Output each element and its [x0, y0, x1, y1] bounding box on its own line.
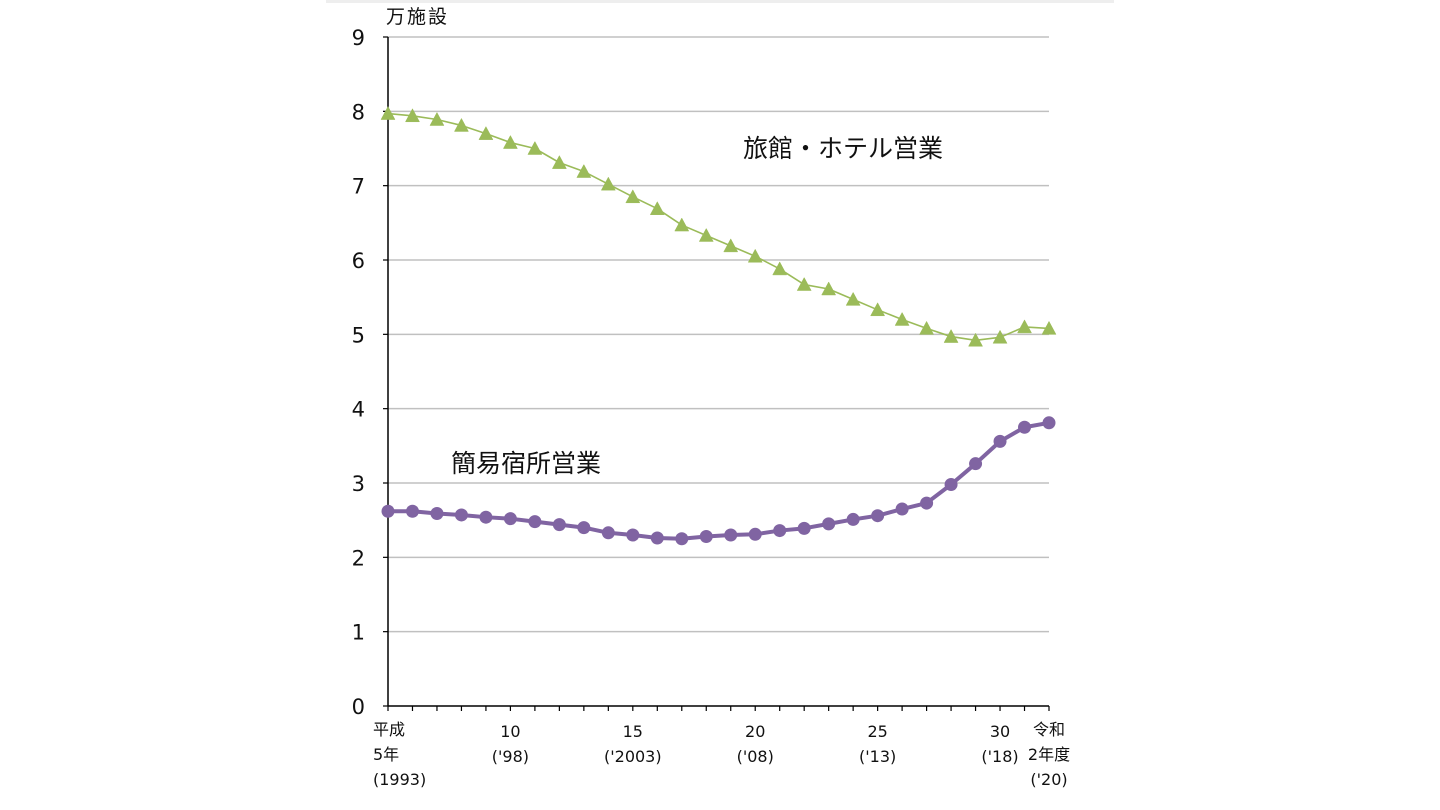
data-point-circle — [405, 504, 419, 518]
data-point-circle — [650, 531, 664, 545]
data-point-circle — [528, 515, 542, 529]
data-point-circle — [577, 521, 591, 535]
data-point-circle — [1042, 416, 1056, 430]
x-tick-label: 25 — [867, 722, 887, 741]
data-point-circle — [454, 508, 468, 522]
y-tick-label: 5 — [352, 323, 365, 347]
data-point-circle — [822, 517, 836, 531]
data-point-circle — [1018, 420, 1032, 434]
data-point-triangle — [502, 135, 518, 149]
y-tick-label: 4 — [352, 398, 365, 422]
data-point-triangle — [1017, 319, 1032, 334]
data-point-triangle — [919, 320, 935, 335]
data-point-circle — [552, 518, 566, 532]
data-point-triangle — [943, 329, 959, 343]
data-point-circle — [675, 532, 689, 546]
data-point-triangle — [723, 238, 739, 253]
data-point-circle — [920, 496, 934, 510]
data-point-circle — [944, 477, 958, 491]
x-tick-label: 15 — [623, 722, 643, 741]
x-tick-label: ('08) — [737, 747, 774, 766]
data-point-triangle — [772, 261, 788, 276]
x-tick-label: (1993) — [373, 770, 426, 789]
y-tick-label: 8 — [352, 100, 365, 124]
data-point-triangle — [576, 164, 592, 178]
data-point-circle — [871, 509, 885, 523]
data-point-circle — [626, 528, 640, 542]
data-point-triangle — [649, 201, 665, 215]
series-label-kanishukusho: 簡易宿所営業 — [451, 449, 601, 478]
x-tick-label: 2年度 — [1028, 745, 1070, 764]
x-tick-label: 平成 — [373, 720, 405, 739]
data-point-triangle — [747, 248, 763, 263]
y-tick-label: 7 — [352, 175, 365, 199]
data-point-circle — [699, 530, 713, 544]
series-line-0 — [387, 112, 1050, 342]
x-tick-label: 5年 — [373, 745, 399, 764]
data-point-triangle — [870, 302, 886, 317]
data-point-triangle — [625, 189, 641, 204]
x-tick-label: ('20) — [1030, 770, 1067, 789]
data-point-triangle — [698, 227, 714, 242]
data-point-triangle — [968, 332, 983, 347]
data-point-triangle — [405, 108, 420, 123]
data-point-triangle — [454, 117, 469, 132]
data-point-triangle — [429, 111, 445, 126]
data-point-circle — [993, 434, 1007, 448]
data-point-triangle — [674, 217, 690, 232]
y-tick-label: 2 — [352, 546, 365, 570]
data-point-triangle — [894, 311, 910, 326]
x-tick-label: 10 — [500, 722, 520, 741]
data-point-circle — [748, 527, 762, 541]
data-point-triangle — [380, 106, 396, 120]
data-point-triangle — [845, 291, 861, 306]
y-unit-label: 万施設 — [386, 6, 449, 28]
data-point-triangle — [1041, 320, 1057, 335]
data-point-circle — [503, 512, 517, 526]
data-point-triangle — [992, 329, 1008, 344]
data-point-triangle — [527, 140, 543, 155]
data-point-triangle — [821, 281, 837, 296]
data-point-circle — [381, 504, 395, 518]
x-tick-label: 令和 — [1033, 720, 1065, 739]
data-point-circle — [430, 506, 444, 520]
x-tick-label: ('98) — [492, 747, 529, 766]
data-point-circle — [797, 521, 811, 535]
data-point-circle — [479, 510, 493, 524]
series-line-1 — [388, 420, 1050, 541]
data-point-circle — [601, 526, 615, 540]
data-point-circle — [895, 502, 909, 516]
y-tick-label: 6 — [352, 249, 365, 273]
x-tick-label: ('2003) — [604, 747, 662, 766]
x-tick-label: ('18) — [981, 747, 1018, 766]
y-tick-label: 3 — [352, 472, 365, 496]
data-point-triangle — [478, 126, 494, 140]
top-band — [326, 0, 1114, 3]
data-point-circle — [846, 512, 860, 526]
data-point-circle — [773, 524, 787, 538]
series-label-ryokan: 旅館・ホテル営業 — [743, 134, 943, 163]
y-tick-label: 9 — [352, 26, 365, 50]
y-tick-label: 0 — [352, 695, 365, 719]
data-point-circle — [969, 457, 983, 471]
data-point-triangle — [551, 155, 567, 169]
x-tick-label: ('13) — [859, 747, 896, 766]
data-point-triangle — [600, 176, 616, 191]
data-point-triangle — [796, 277, 812, 291]
y-tick-label: 1 — [352, 621, 365, 645]
data-point-circle — [724, 528, 738, 542]
x-tick-label: 30 — [990, 722, 1010, 741]
x-tick-label: 20 — [745, 722, 765, 741]
